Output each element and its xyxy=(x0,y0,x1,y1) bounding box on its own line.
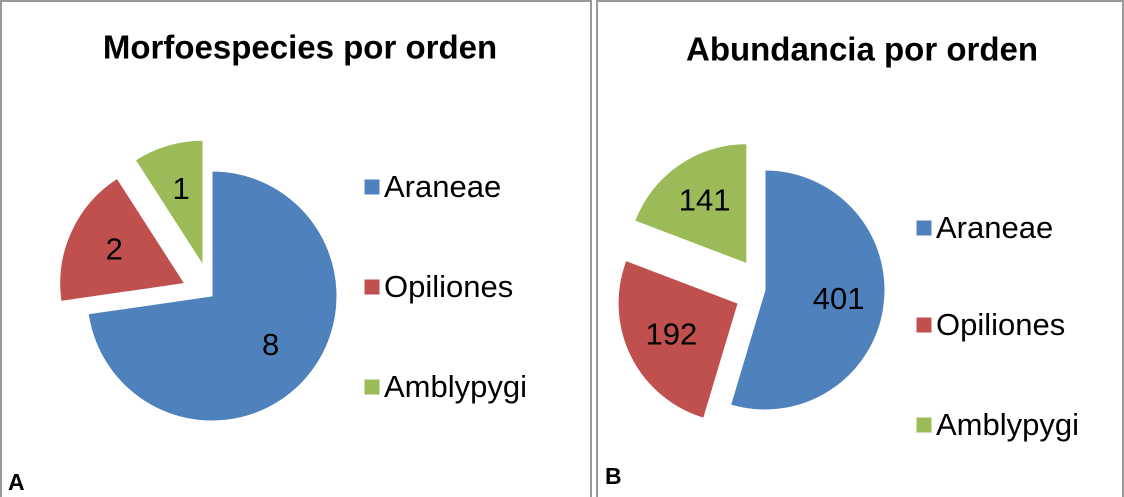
legend-swatch xyxy=(915,416,933,434)
legend-label: Opiliones xyxy=(936,307,1065,342)
legend-swatch xyxy=(363,278,381,296)
chart-title: Morfoespecies por orden xyxy=(103,29,497,66)
panel-frame xyxy=(0,0,592,497)
panel-label: A xyxy=(8,469,25,495)
panel-frame xyxy=(596,0,1124,497)
data-label: 8 xyxy=(262,327,279,362)
pie-slice xyxy=(729,169,886,411)
pie-slice xyxy=(134,139,204,267)
legend-swatch xyxy=(915,219,933,237)
pie-slice xyxy=(59,177,186,302)
data-label: 2 xyxy=(106,232,123,267)
legend-label: Araneae xyxy=(384,169,501,204)
legend-swatch xyxy=(363,178,381,196)
legend-label: Opiliones xyxy=(384,269,513,304)
legend-swatch xyxy=(915,316,933,334)
legend-swatch xyxy=(363,378,381,396)
data-label: 192 xyxy=(645,316,697,351)
legend-label: Amblypygi xyxy=(384,369,527,404)
data-label: 1 xyxy=(173,171,190,206)
chart-title: Abundancia por orden xyxy=(686,31,1038,68)
data-label: 401 xyxy=(813,281,865,316)
data-label: 141 xyxy=(679,183,731,218)
pie-slice xyxy=(87,170,338,422)
legend-label: Araneae xyxy=(936,210,1053,245)
panel-label: B xyxy=(605,463,622,489)
pie-slice xyxy=(634,143,748,265)
pie-slice xyxy=(617,259,739,419)
legend-label: Amblypygi xyxy=(936,407,1079,442)
